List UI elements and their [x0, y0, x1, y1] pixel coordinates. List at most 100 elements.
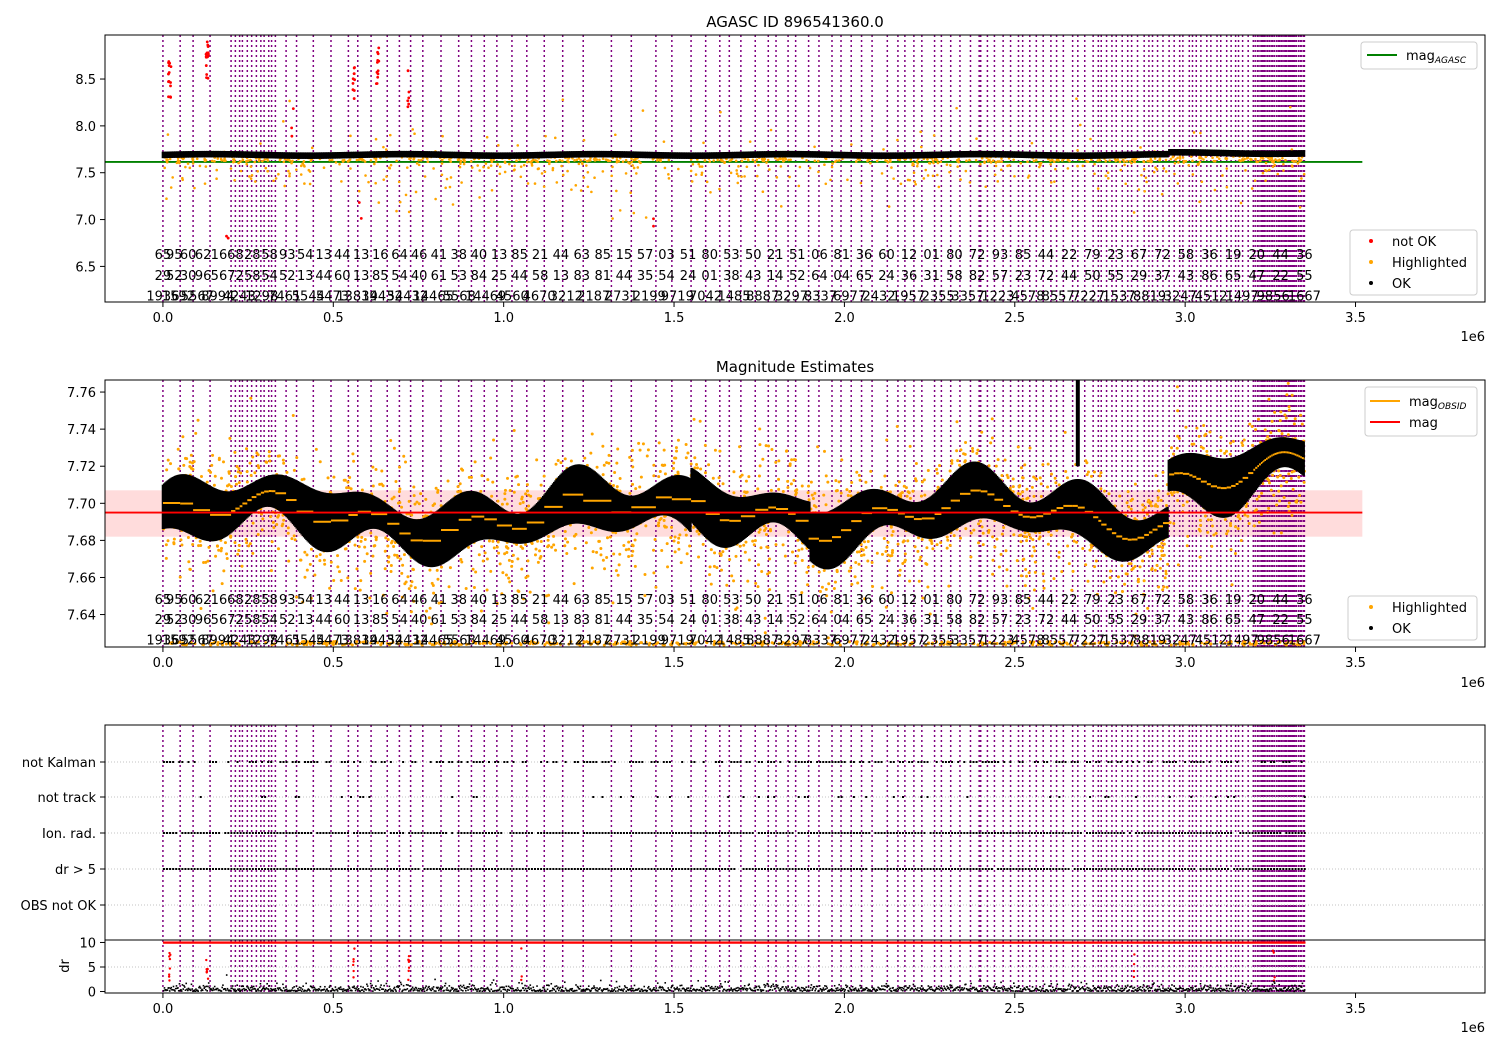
highlighted-point — [424, 514, 428, 518]
obsid-label: 44 — [553, 248, 570, 263]
obsid-label: 3297 — [775, 289, 808, 304]
obsid-label: 4560 — [496, 289, 529, 304]
highlighted-point — [607, 461, 611, 465]
highlighted-point — [459, 162, 462, 165]
highlighted-point — [926, 174, 930, 177]
highlighted-point — [738, 445, 742, 449]
highlighted-point — [1028, 446, 1032, 450]
highlighted-point — [404, 580, 408, 584]
highlighted-point — [1298, 158, 1301, 162]
highlighted-point — [641, 109, 645, 112]
highlighted-point — [716, 482, 720, 486]
highlighted-point — [610, 174, 614, 178]
highlighted-point — [779, 205, 783, 208]
highlighted-point — [928, 161, 931, 165]
highlighted-point — [219, 476, 223, 480]
highlighted-point — [1063, 430, 1067, 434]
highlighted-point — [937, 185, 941, 189]
highlighted-point — [356, 535, 360, 539]
highlighted-point — [1159, 498, 1163, 502]
highlighted-point — [585, 164, 588, 167]
highlighted-point — [1279, 484, 1283, 488]
highlighted-point — [1162, 553, 1166, 557]
highlighted-point — [989, 161, 993, 164]
highlighted-point — [1166, 562, 1170, 566]
highlighted-point — [608, 159, 612, 163]
highlighted-point — [352, 459, 356, 463]
highlighted-point — [1076, 164, 1079, 168]
obsid-label: 7042 — [689, 289, 722, 304]
highlighted-point — [487, 166, 490, 170]
highlighted-point — [660, 548, 664, 552]
highlighted-point — [1176, 409, 1180, 413]
highlighted-point — [191, 542, 195, 546]
highlighted-point — [1166, 492, 1170, 496]
highlighted-point — [435, 568, 439, 572]
highlighted-point — [617, 159, 621, 163]
highlighted-point — [560, 159, 564, 163]
highlighted-point — [1140, 173, 1143, 177]
highlighted-point — [955, 420, 959, 424]
highlighted-point — [1302, 480, 1306, 484]
highlighted-point — [1173, 161, 1177, 165]
highlighted-point — [1032, 475, 1036, 479]
highlighted-point — [761, 457, 765, 461]
highlighted-point — [228, 436, 232, 440]
highlighted-point — [632, 211, 636, 215]
highlighted-point — [743, 490, 747, 494]
highlighted-point — [703, 159, 707, 162]
highlighted-point — [1019, 466, 1023, 470]
highlighted-point — [790, 458, 794, 462]
highlighted-point — [708, 160, 712, 163]
highlighted-point — [210, 463, 214, 467]
highlighted-point — [417, 158, 421, 162]
highlighted-point — [745, 165, 749, 169]
highlighted-point — [536, 560, 540, 564]
highlighted-point — [245, 447, 249, 451]
highlighted-point — [256, 464, 260, 468]
highlighted-point — [374, 468, 378, 472]
highlighted-point — [1093, 565, 1097, 569]
obsid-label: 57 — [637, 248, 654, 263]
not-ok-point — [376, 50, 379, 54]
highlighted-point — [1039, 482, 1043, 486]
highlighted-point — [1228, 452, 1232, 456]
highlighted-point — [608, 535, 612, 539]
highlighted-point — [209, 470, 213, 474]
highlighted-point — [1300, 177, 1303, 180]
highlighted-point — [348, 158, 352, 161]
highlighted-point — [652, 474, 656, 478]
highlighted-point — [837, 159, 841, 162]
highlighted-point — [1026, 496, 1030, 500]
highlighted-point — [974, 158, 978, 162]
obsid-label: 24 — [680, 269, 697, 284]
highlighted-point — [628, 491, 632, 495]
highlighted-point — [904, 486, 908, 490]
highlighted-point — [519, 165, 523, 168]
highlighted-point — [1255, 160, 1258, 164]
highlighted-point — [579, 189, 583, 192]
highlighted-point — [358, 588, 362, 592]
highlighted-point — [656, 159, 659, 162]
highlighted-point — [497, 144, 500, 147]
not-ok-point — [206, 45, 210, 48]
highlighted-point — [735, 169, 738, 172]
highlighted-point — [1008, 486, 1012, 490]
highlighted-point — [684, 442, 688, 446]
highlighted-point — [980, 525, 984, 529]
highlighted-point — [359, 579, 363, 583]
highlighted-point — [612, 483, 616, 487]
highlighted-point — [285, 470, 289, 474]
highlighted-point — [1202, 424, 1206, 428]
highlighted-point — [1031, 538, 1035, 542]
highlighted-point — [411, 128, 415, 131]
highlighted-point — [658, 470, 662, 474]
highlighted-point — [1254, 508, 1258, 512]
highlighted-point — [1025, 487, 1029, 491]
highlighted-point — [1267, 506, 1271, 510]
obsid-label: 01 — [923, 248, 940, 263]
x-tick-label: 0.0 — [153, 311, 174, 326]
highlighted-point — [1139, 146, 1142, 149]
highlighted-point — [1150, 548, 1154, 552]
highlighted-point — [1090, 158, 1093, 161]
